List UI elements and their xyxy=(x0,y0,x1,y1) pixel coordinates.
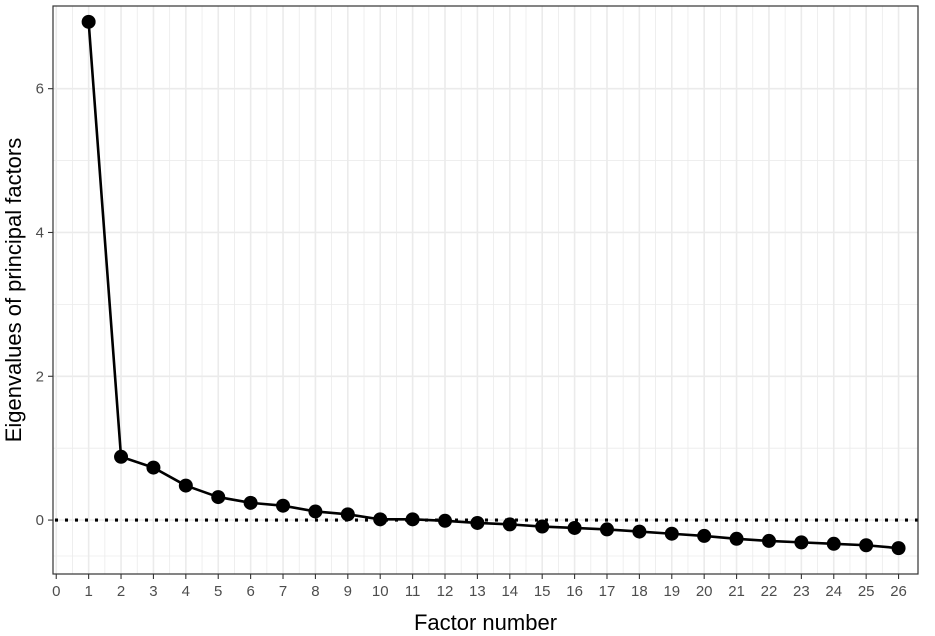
y-axis: 0 2 4 6 xyxy=(36,81,53,529)
data-point xyxy=(373,512,388,527)
data-point xyxy=(729,531,744,546)
data-point xyxy=(308,504,323,519)
x-tick-label: 7 xyxy=(279,583,287,600)
data-point xyxy=(340,507,355,522)
x-tick-label: 9 xyxy=(344,583,352,600)
x-tick-label: 21 xyxy=(728,583,745,600)
data-point xyxy=(438,513,453,528)
x-tick-label: 25 xyxy=(858,583,875,600)
y-tick-label: 4 xyxy=(36,224,44,241)
x-tick-label: 18 xyxy=(631,583,648,600)
data-point xyxy=(470,515,485,530)
data-point xyxy=(567,520,582,535)
x-tick-label: 22 xyxy=(761,583,778,600)
data-point xyxy=(178,478,193,493)
data-point xyxy=(211,490,226,505)
x-tick-label: 14 xyxy=(501,583,518,600)
y-axis-title: Eigenvalues of principal factors xyxy=(1,138,26,443)
data-point xyxy=(114,449,129,464)
x-axis-title: Factor number xyxy=(414,610,557,635)
panel-border xyxy=(52,5,919,575)
x-tick-label: 17 xyxy=(599,583,616,600)
x-tick-label: 11 xyxy=(405,583,421,600)
x-tick-label: 6 xyxy=(246,583,254,600)
data-point xyxy=(599,522,614,537)
x-tick-label: 24 xyxy=(825,583,842,600)
x-tick-label: 16 xyxy=(566,583,583,600)
data-point xyxy=(697,528,712,543)
data-point xyxy=(891,541,906,556)
data-point xyxy=(502,517,517,532)
data-point xyxy=(276,498,291,513)
data-point xyxy=(826,536,841,551)
x-tick-label: 23 xyxy=(793,583,810,600)
x-tick-label: 3 xyxy=(149,583,157,600)
x-tick-label: 0 xyxy=(52,583,60,600)
data-point xyxy=(146,460,161,475)
data-point xyxy=(859,538,874,553)
eigenvalue-points xyxy=(81,14,906,556)
data-point xyxy=(632,524,647,539)
x-tick-label: 19 xyxy=(663,583,680,600)
x-tick-label: 5 xyxy=(214,583,222,600)
y-tick-label: 0 xyxy=(36,512,44,529)
x-tick-label: 15 xyxy=(534,583,551,600)
x-tick-label: 1 xyxy=(84,583,92,600)
data-point xyxy=(405,512,420,527)
y-tick-label: 2 xyxy=(36,368,44,385)
x-tick-label: 20 xyxy=(696,583,713,600)
y-tick-label: 6 xyxy=(36,81,44,98)
data-point xyxy=(761,533,776,548)
x-tick-label: 26 xyxy=(890,583,907,600)
data-point xyxy=(81,14,96,29)
x-tick-label: 10 xyxy=(372,583,389,600)
x-tick-label: 8 xyxy=(311,583,319,600)
data-point xyxy=(664,526,679,541)
x-tick-label: 13 xyxy=(469,583,486,600)
data-point xyxy=(243,495,258,510)
x-tick-label: 2 xyxy=(117,583,125,600)
x-axis: 0 1 2 3 4 5 6 7 8 9 10 11 12 13 14 15 16 17 18 19 20 21 22 23 24… xyxy=(52,574,907,600)
grid-lines xyxy=(53,6,918,574)
x-tick-label: 4 xyxy=(182,583,190,600)
data-point xyxy=(794,535,809,550)
panel-background xyxy=(53,6,918,574)
x-tick-label: 12 xyxy=(437,583,454,600)
data-point xyxy=(535,519,550,534)
